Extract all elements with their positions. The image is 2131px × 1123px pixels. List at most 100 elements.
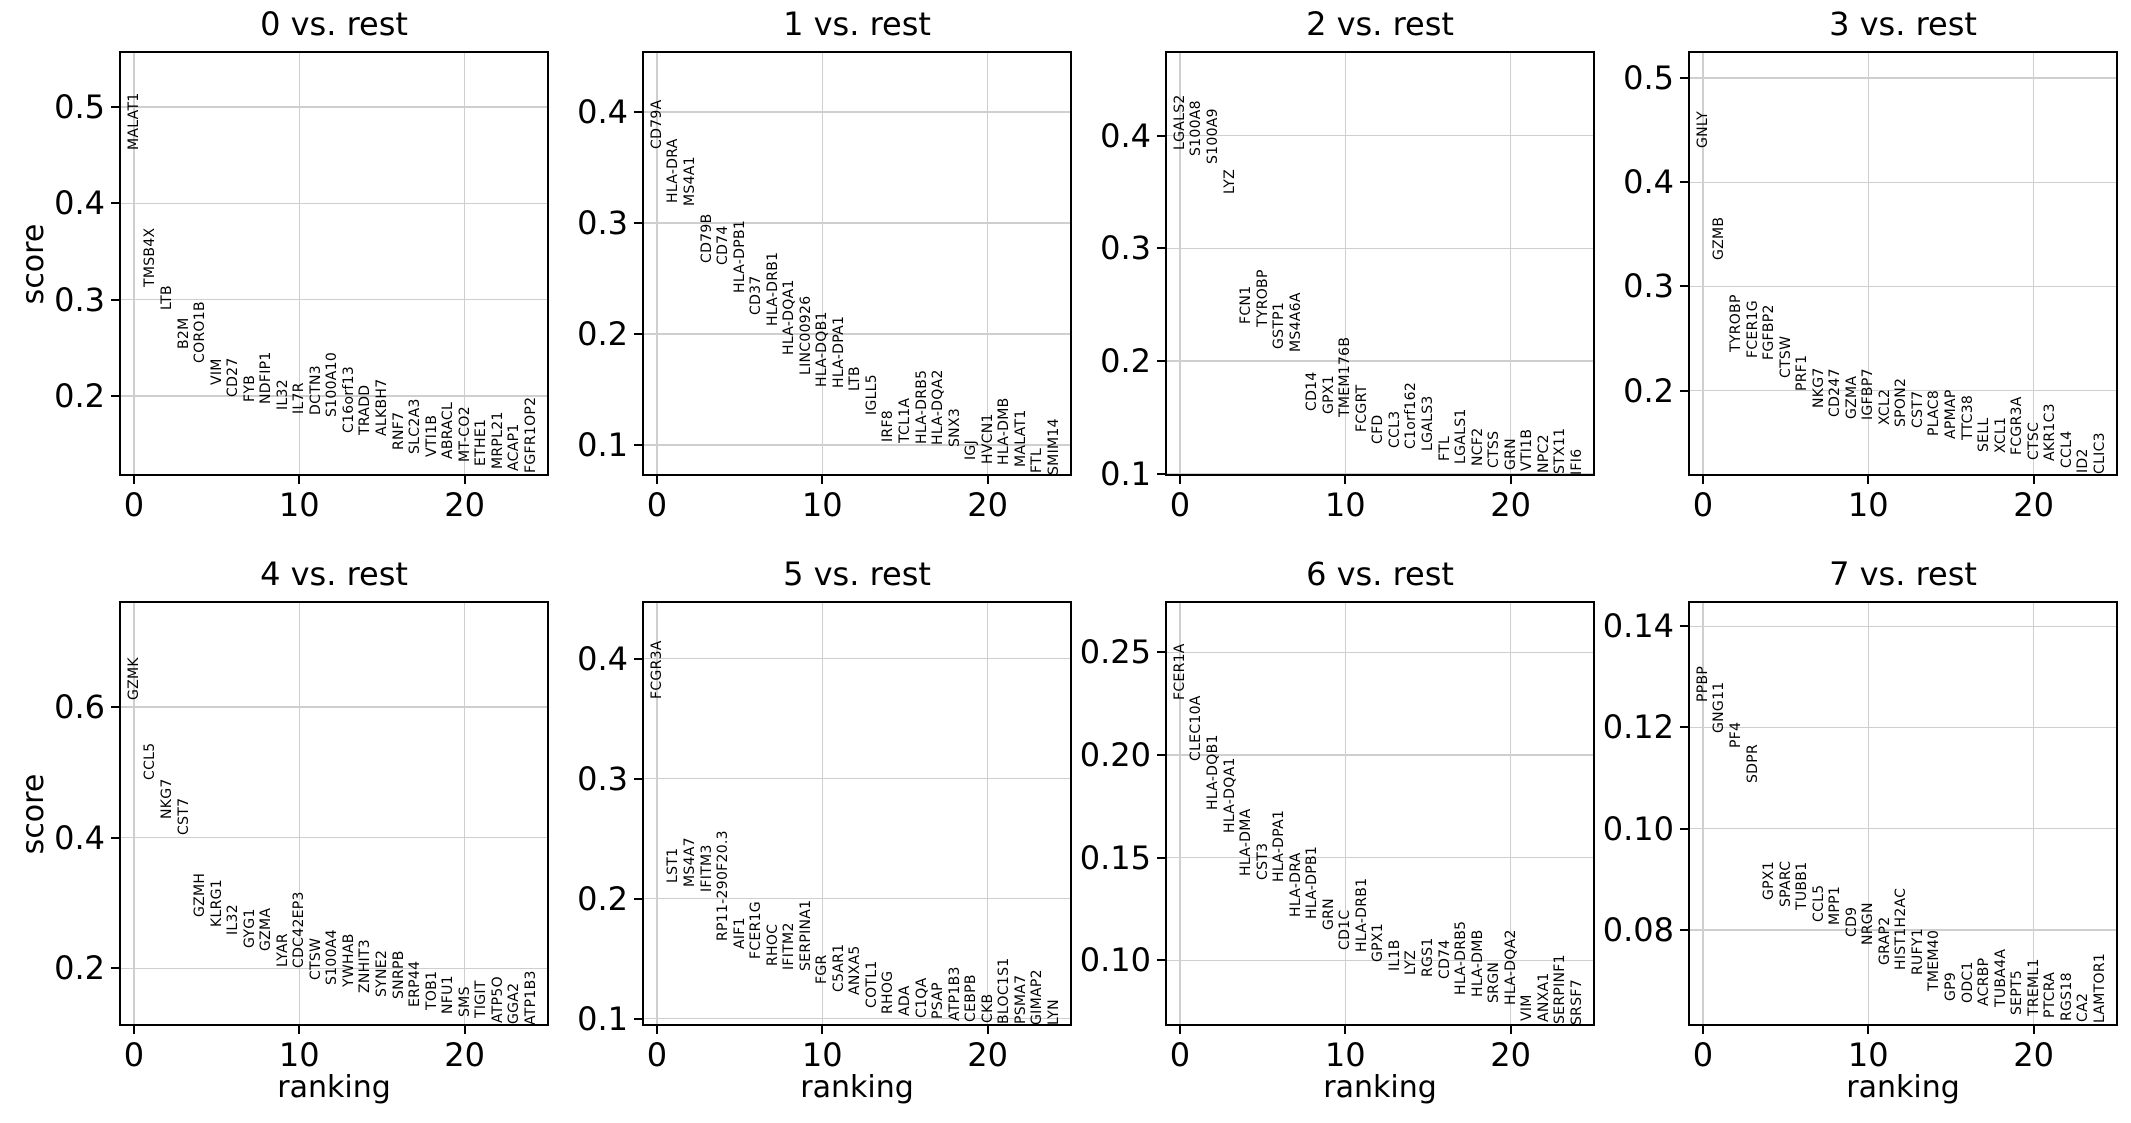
gene-label: MALAT1: [1012, 409, 1029, 468]
y-tick-label: 0.2: [54, 949, 105, 988]
x-tick-label: 10: [1847, 1036, 1889, 1074]
y-tick: [111, 836, 119, 839]
x-tick-label: 20: [967, 1036, 1008, 1074]
y-tick-label: 0.3: [1623, 267, 1674, 306]
gene-label: HLA-DQB1: [1204, 734, 1221, 811]
gene-label: TUBB1: [1794, 861, 1811, 910]
gene-label: CA2: [2075, 992, 2092, 1022]
gridline-x-20: [2032, 51, 2035, 476]
gridline-y-0.4: [119, 836, 549, 839]
x-axis-label: ranking: [800, 1070, 914, 1105]
gene-label: GSTP1: [1271, 301, 1288, 349]
gene-label: VIM: [1519, 994, 1536, 1021]
gene-label: HLA-DRB5: [913, 369, 930, 444]
gene-label: CEBPB: [963, 974, 980, 1022]
gridline-y-0.3: [642, 222, 1072, 224]
gene-label: PRF1: [1794, 354, 1811, 391]
y-tick: [111, 967, 119, 970]
gene-label: CKB: [979, 993, 996, 1023]
gene-label: RUFY1: [1909, 928, 1926, 976]
gene-label: APMAP: [1942, 388, 1959, 439]
gene-label: IFITM3: [698, 843, 715, 892]
gene-label: CD74: [715, 225, 732, 266]
gridline-y-0.5: [119, 106, 549, 108]
gene-label: GGA2: [506, 982, 523, 1025]
x-tick-label: 0: [1692, 486, 1714, 524]
y-tick: [1157, 472, 1165, 475]
gene-label: FCGRT: [1353, 384, 1370, 433]
gene-label: MS4A6A: [1287, 292, 1304, 352]
y-tick: [1157, 959, 1165, 962]
gene-label: NRGN: [1860, 902, 1877, 946]
x-tick: [1701, 476, 1704, 484]
gridline-y-0.2: [642, 333, 1072, 335]
x-tick: [132, 476, 135, 484]
gridline-x-0: [1179, 51, 1181, 476]
gene-label: HLA-DRB5: [1453, 920, 1470, 996]
gene-label: GZMB: [1711, 217, 1728, 261]
gridline-y-0.10: [1688, 827, 2118, 830]
gene-label: TMSB4X: [142, 227, 159, 288]
gene-label: HLA-DQA1: [781, 279, 798, 356]
gene-label: TMEM40: [1926, 929, 1943, 991]
gene-label: CD14: [1304, 371, 1321, 411]
gene-label: C1orf162: [1403, 381, 1420, 449]
y-tick: [1157, 856, 1165, 859]
gridline-y-0.4: [1688, 181, 2118, 183]
gene-label: ETHE1: [473, 419, 490, 467]
x-tick: [655, 1026, 658, 1034]
x-tick-label: 0: [1169, 486, 1191, 524]
gene-label: PTCRA: [2042, 972, 2059, 1019]
gridline-y-0.15: [1165, 856, 1595, 859]
y-tick: [1680, 77, 1688, 80]
gene-label: IGFBP7: [1860, 367, 1877, 420]
gridline-x-20: [463, 601, 466, 1026]
y-tick: [1157, 247, 1165, 250]
x-tick-label: 20: [2013, 1036, 2054, 1074]
gene-label: RGS18: [2058, 972, 2075, 1021]
panel-6-axes-box: [1165, 601, 1595, 1026]
gene-label: COTL1: [863, 960, 880, 1008]
x-tick: [986, 476, 989, 484]
gridline-y-0.14: [1688, 625, 2118, 627]
y-tick: [1680, 827, 1688, 830]
gene-label: SEPT5: [2009, 969, 2026, 1015]
gene-label: C16orf13: [340, 365, 357, 433]
x-tick: [1701, 1026, 1704, 1034]
y-axis-label: score: [16, 223, 51, 304]
y-tick-label: 0.5: [1623, 59, 1674, 98]
gridline-x-20: [2032, 601, 2035, 1026]
x-tick-label: 0: [123, 486, 145, 524]
panel-0-axes-box: [119, 51, 549, 476]
x-tick: [463, 1026, 466, 1034]
gridline-x-0: [133, 601, 135, 1026]
gene-label: ANXA5: [847, 945, 864, 995]
x-tick-label: 20: [967, 486, 1008, 524]
gene-label: VTI1B: [1519, 429, 1536, 472]
y-tick: [634, 443, 642, 446]
y-tick: [634, 777, 642, 780]
x-tick: [1178, 1026, 1181, 1034]
gene-label: FGFBP2: [1761, 304, 1778, 361]
gene-label: IL7R: [291, 382, 308, 415]
gene-label: FCER1G: [748, 900, 765, 959]
x-tick: [2032, 476, 2035, 484]
gene-label: IL32: [225, 904, 242, 936]
gene-label: SNX3: [946, 408, 963, 448]
gene-label: SELL: [1976, 417, 1993, 453]
gridline-y-0.5: [1688, 77, 2118, 79]
y-tick-label: 0.2: [577, 314, 628, 353]
gene-label: CLIC3: [2091, 432, 2108, 474]
gene-label: LAMTOR1: [2091, 953, 2108, 1024]
y-tick: [111, 395, 119, 397]
gene-label: FCGR3A: [2009, 396, 2026, 456]
gene-label: GPX1: [1370, 923, 1387, 963]
gene-label: RP11-290F20.3: [715, 829, 732, 941]
gene-label: C1QA: [913, 977, 930, 1018]
gene-label: HLA-DPB1: [731, 219, 748, 293]
y-tick-label: 0.15: [1079, 838, 1151, 877]
gridline-y-0.3: [119, 298, 549, 301]
gene-label: FCN1: [1238, 285, 1255, 324]
gene-label: TRADD: [357, 384, 374, 435]
gene-label: IFITM2: [781, 921, 798, 970]
